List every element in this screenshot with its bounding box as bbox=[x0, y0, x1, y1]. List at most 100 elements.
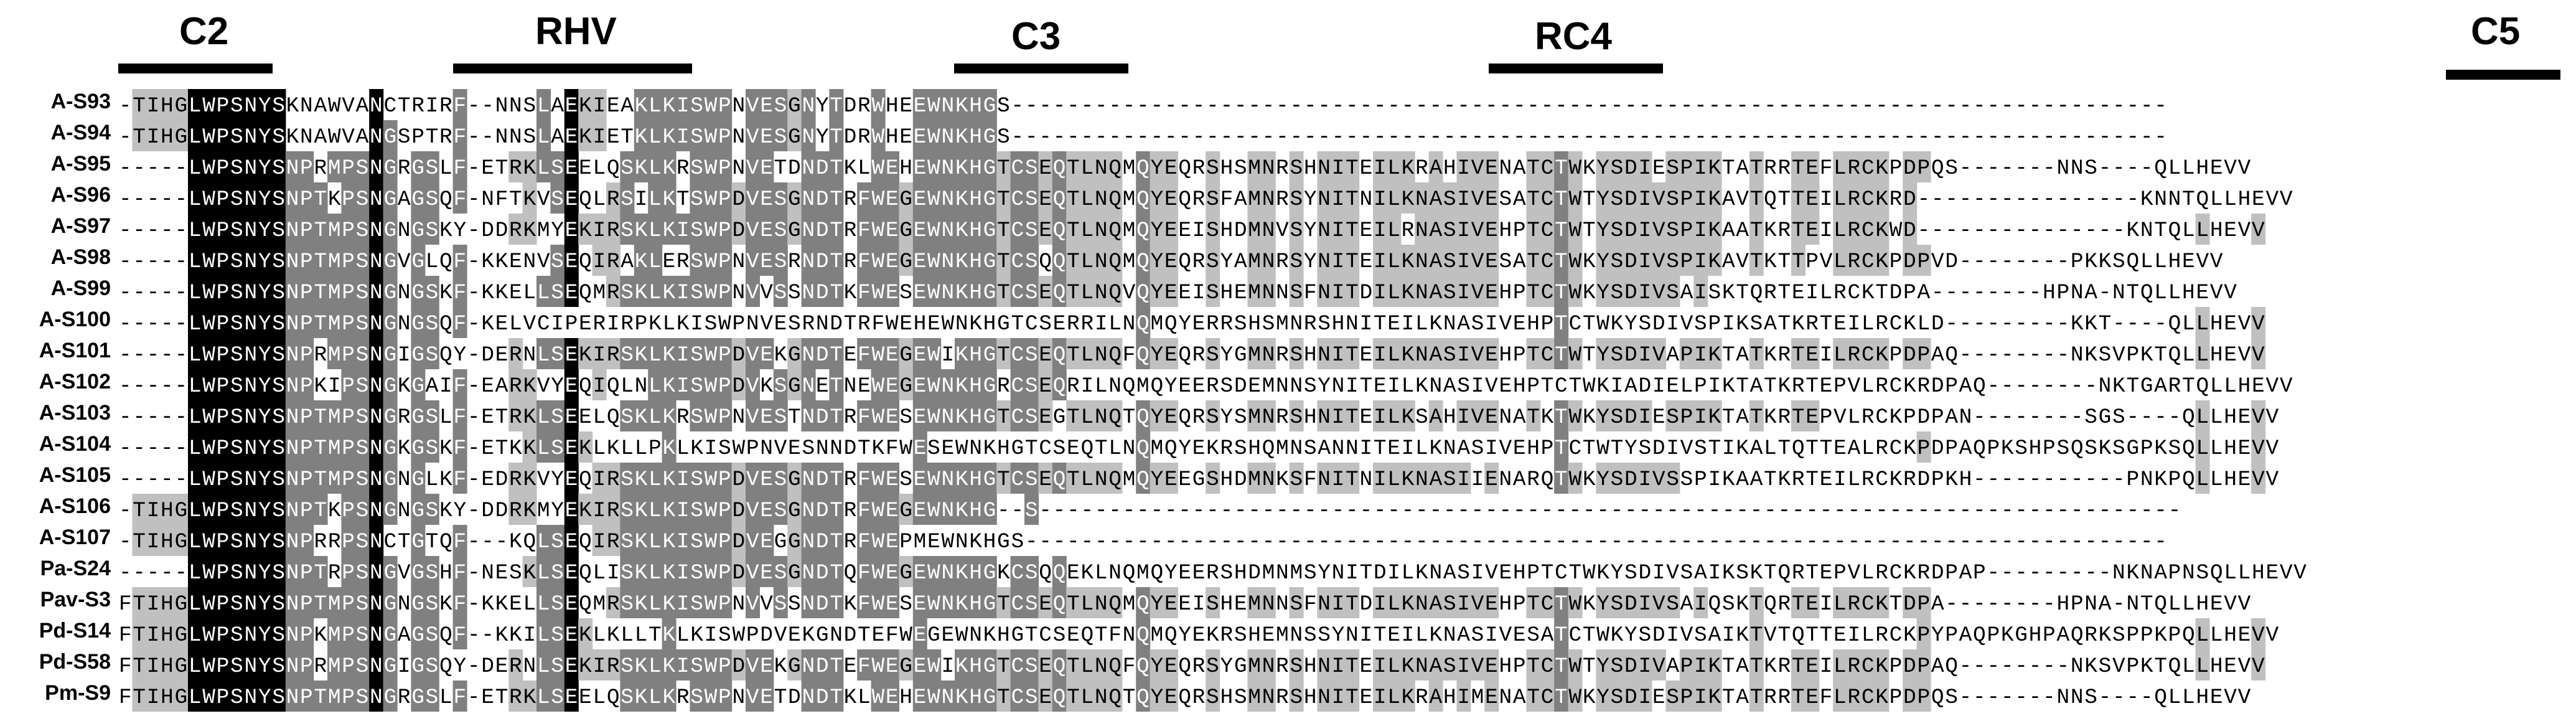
residue: G bbox=[899, 187, 912, 212]
residue: I bbox=[1332, 219, 1345, 243]
residue: A bbox=[1234, 187, 1247, 212]
residue: K bbox=[1945, 468, 1958, 492]
residue: E bbox=[914, 94, 927, 118]
residue: E bbox=[774, 312, 787, 336]
residue-shade bbox=[160, 681, 175, 712]
residue-shade bbox=[243, 182, 258, 214]
residue: M bbox=[1123, 250, 1136, 274]
residue: - bbox=[174, 219, 187, 243]
residue: S bbox=[230, 312, 243, 336]
residue: N bbox=[300, 125, 313, 149]
residue: T bbox=[1792, 654, 1805, 679]
residue: - bbox=[1359, 125, 1372, 149]
residue: Q bbox=[579, 374, 592, 398]
residue: T bbox=[1346, 468, 1359, 492]
residue: L bbox=[537, 654, 550, 679]
residue: S bbox=[230, 530, 243, 554]
residue: A bbox=[1722, 250, 1735, 274]
residue: A bbox=[1429, 654, 1442, 679]
residue: S bbox=[1025, 281, 1038, 305]
residue: S bbox=[690, 592, 703, 616]
residue: D bbox=[830, 312, 843, 336]
residue: I bbox=[1457, 156, 1470, 181]
residue: Q bbox=[1053, 685, 1066, 710]
residue: V bbox=[2265, 623, 2279, 648]
residue: T bbox=[1777, 312, 1791, 336]
residue: W bbox=[1568, 343, 1581, 367]
residue: S bbox=[1234, 312, 1247, 336]
residue: - bbox=[467, 156, 480, 181]
residue: - bbox=[2043, 405, 2056, 430]
residue: E bbox=[816, 374, 829, 398]
residue-shade bbox=[271, 214, 286, 245]
residue: M bbox=[592, 592, 606, 616]
residue: H bbox=[2252, 561, 2265, 585]
residue: T bbox=[1736, 281, 1749, 305]
residue: L bbox=[1680, 374, 1693, 398]
residue: I bbox=[592, 343, 606, 367]
residue: T bbox=[1820, 436, 1833, 461]
residue: W bbox=[927, 343, 940, 367]
residue: K bbox=[844, 685, 857, 710]
residue: - bbox=[2084, 374, 2097, 398]
residue: E bbox=[1485, 592, 1498, 616]
residue: S bbox=[1290, 592, 1303, 616]
residue: A bbox=[1931, 343, 1944, 367]
residue: E bbox=[2196, 281, 2209, 305]
residue: T bbox=[1792, 156, 1805, 181]
residue: C bbox=[1890, 561, 1903, 585]
residue: I bbox=[1847, 312, 1860, 336]
residue: N bbox=[370, 343, 383, 367]
residue: S bbox=[690, 530, 703, 554]
residue: W bbox=[705, 156, 718, 181]
residue: S bbox=[621, 561, 634, 585]
residue: - bbox=[1150, 94, 1163, 118]
residue: K bbox=[523, 561, 536, 585]
residue: S bbox=[1736, 561, 1749, 585]
residue: H bbox=[1220, 468, 1233, 492]
residue: S bbox=[1025, 654, 1038, 679]
residue: Q bbox=[1136, 468, 1150, 492]
residue: - bbox=[1262, 530, 1275, 554]
residue: K bbox=[662, 281, 675, 305]
residue: E bbox=[941, 436, 954, 461]
residue: F bbox=[119, 654, 132, 679]
residue: L bbox=[189, 654, 202, 679]
residue: R bbox=[607, 468, 620, 492]
residue: E bbox=[1039, 592, 1052, 616]
residue-shade bbox=[202, 681, 217, 712]
residue: - bbox=[147, 187, 160, 212]
residue: A bbox=[2056, 623, 2069, 648]
residue: Y bbox=[816, 94, 829, 118]
residue: - bbox=[1304, 499, 1317, 523]
residue: S bbox=[2099, 343, 2112, 367]
residue: T bbox=[314, 187, 327, 212]
residue: L bbox=[189, 685, 202, 710]
residue: N bbox=[1095, 281, 1108, 305]
residue: V bbox=[2265, 187, 2279, 212]
residue: F bbox=[453, 374, 466, 398]
residue: K bbox=[1583, 156, 1596, 181]
residue: - bbox=[161, 156, 174, 181]
residue: D bbox=[1248, 561, 1261, 585]
residue: - bbox=[2043, 187, 2056, 212]
residue: L bbox=[537, 685, 550, 710]
residue: P bbox=[718, 405, 731, 430]
residue: A bbox=[621, 94, 634, 118]
residue: Q bbox=[1108, 468, 1122, 492]
residue: S bbox=[356, 592, 369, 616]
residue: S bbox=[1290, 654, 1303, 679]
residue: L bbox=[1387, 654, 1400, 679]
residue: H bbox=[1499, 219, 1512, 243]
residue: S bbox=[272, 281, 285, 305]
residue: K bbox=[1722, 374, 1735, 398]
residue: - bbox=[467, 219, 480, 243]
residue: A bbox=[1722, 219, 1735, 243]
residue: M bbox=[1123, 468, 1136, 492]
residue: - bbox=[1429, 125, 1442, 149]
residue: - bbox=[1513, 499, 1526, 523]
residue: Q bbox=[1039, 561, 1052, 585]
residue: - bbox=[1234, 530, 1247, 554]
residue: N bbox=[523, 654, 536, 679]
residue: L bbox=[677, 436, 690, 461]
